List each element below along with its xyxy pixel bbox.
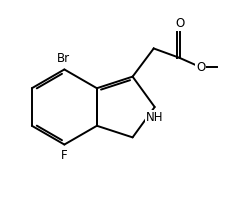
Text: NH: NH (145, 111, 163, 124)
Text: O: O (174, 17, 183, 30)
Text: Br: Br (56, 52, 70, 65)
Text: F: F (61, 149, 67, 162)
Text: O: O (195, 61, 204, 74)
